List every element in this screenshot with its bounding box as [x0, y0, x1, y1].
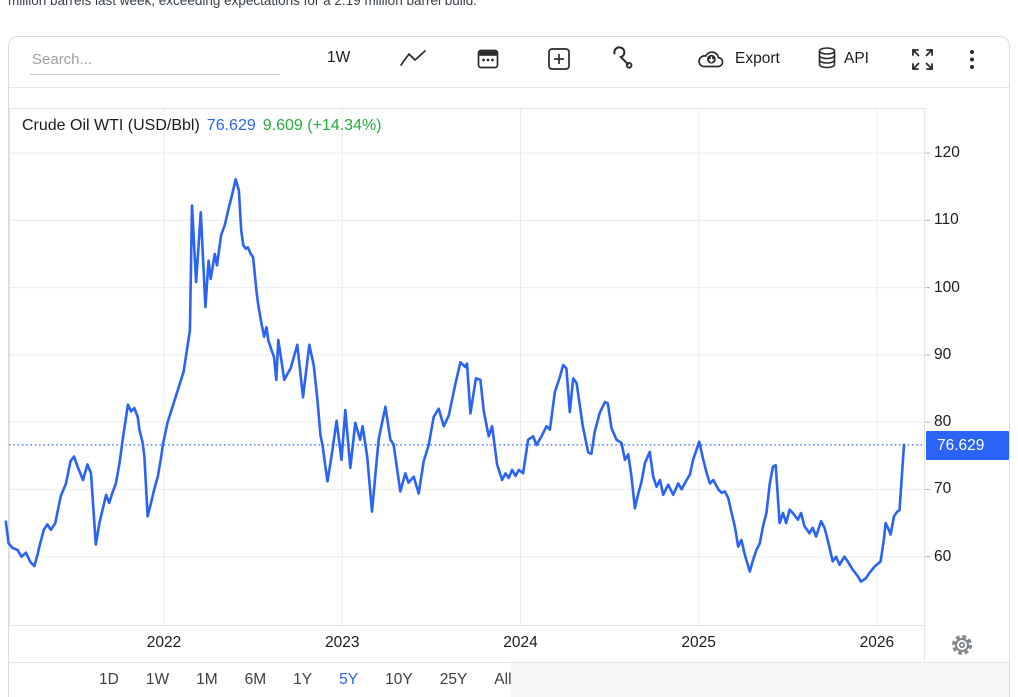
- range-button-1y[interactable]: 1Y: [293, 671, 313, 688]
- date-range-button[interactable]: [476, 46, 500, 71]
- instrument-change: 9.609 (+14.34%): [262, 117, 382, 134]
- chart-settings-button[interactable]: [951, 634, 973, 656]
- range-button-1m[interactable]: 1M: [196, 671, 218, 688]
- plus-square-icon: [548, 48, 570, 70]
- fullscreen-button[interactable]: [909, 46, 936, 73]
- search-input[interactable]: [30, 48, 280, 75]
- y-axis-label: 100: [934, 278, 960, 296]
- range-selector: 1D 1W 1M 6M 1Y 5Y 10Y 25Y All: [9, 663, 512, 697]
- x-axis-label: 2026: [859, 634, 895, 651]
- chart-type-button[interactable]: [399, 49, 427, 71]
- compare-button[interactable]: [546, 46, 572, 72]
- range-button-10y[interactable]: 10Y: [385, 671, 413, 688]
- range-button-1d[interactable]: 1D: [99, 671, 119, 688]
- export-button[interactable]: Export: [696, 47, 780, 70]
- more-menu-button[interactable]: [966, 46, 978, 73]
- range-button-25y[interactable]: 25Y: [439, 671, 468, 688]
- current-price-tag: 76.629: [926, 430, 1009, 460]
- interval-dropdown[interactable]: 1W: [327, 49, 350, 67]
- x-axis-label: 2024: [503, 634, 538, 651]
- chart-panel: [8, 36, 1010, 697]
- search-box: [30, 48, 280, 75]
- instrument-name: Crude Oil WTI (USD/Bbl): [22, 117, 200, 134]
- y-axis-label: 90: [934, 345, 952, 363]
- kebab-menu-icon: [970, 50, 974, 69]
- wrench-icon: [613, 46, 633, 69]
- headline-text: million barrels last week, exceeding exp…: [8, 0, 477, 8]
- x-axis-label: 2025: [681, 634, 716, 651]
- gear-icon: [952, 635, 972, 655]
- api-button[interactable]: API: [817, 46, 869, 71]
- range-button-1w[interactable]: 1W: [145, 671, 170, 688]
- plot-border: [9, 108, 925, 626]
- cloud-download-icon: [698, 51, 724, 68]
- settings-tools-button[interactable]: [611, 46, 635, 71]
- range-button-5y[interactable]: 5Y: [339, 671, 359, 688]
- database-icon: [818, 47, 836, 69]
- y-axis-label: 60: [934, 547, 952, 565]
- instrument-price: 76.629: [206, 117, 256, 134]
- api-label: API: [844, 49, 869, 67]
- line-chart-icon: [400, 50, 426, 66]
- expand-icon: [912, 49, 933, 70]
- x-axis-label: 2022: [146, 634, 182, 651]
- export-label: Export: [735, 49, 780, 67]
- y-axis-label: 80: [934, 413, 952, 431]
- y-axis-label: 110: [934, 211, 959, 229]
- calendar-icon: [477, 49, 499, 69]
- x-axis-label: 2023: [325, 634, 360, 651]
- range-selector-background: [9, 663, 511, 697]
- range-button-all[interactable]: All: [494, 671, 512, 688]
- y-axis-label: 70: [934, 480, 952, 498]
- price-line-series[interactable]: [4, 178, 906, 583]
- y-axis-label: 120: [934, 144, 960, 162]
- toolbar-divider: [9, 87, 1009, 88]
- chart-title: Crude Oil WTI (USD/Bbl) 76.629 9.609 (+1…: [22, 117, 382, 135]
- range-button-6m[interactable]: 6M: [244, 671, 267, 688]
- interval-label: 1W: [327, 49, 351, 66]
